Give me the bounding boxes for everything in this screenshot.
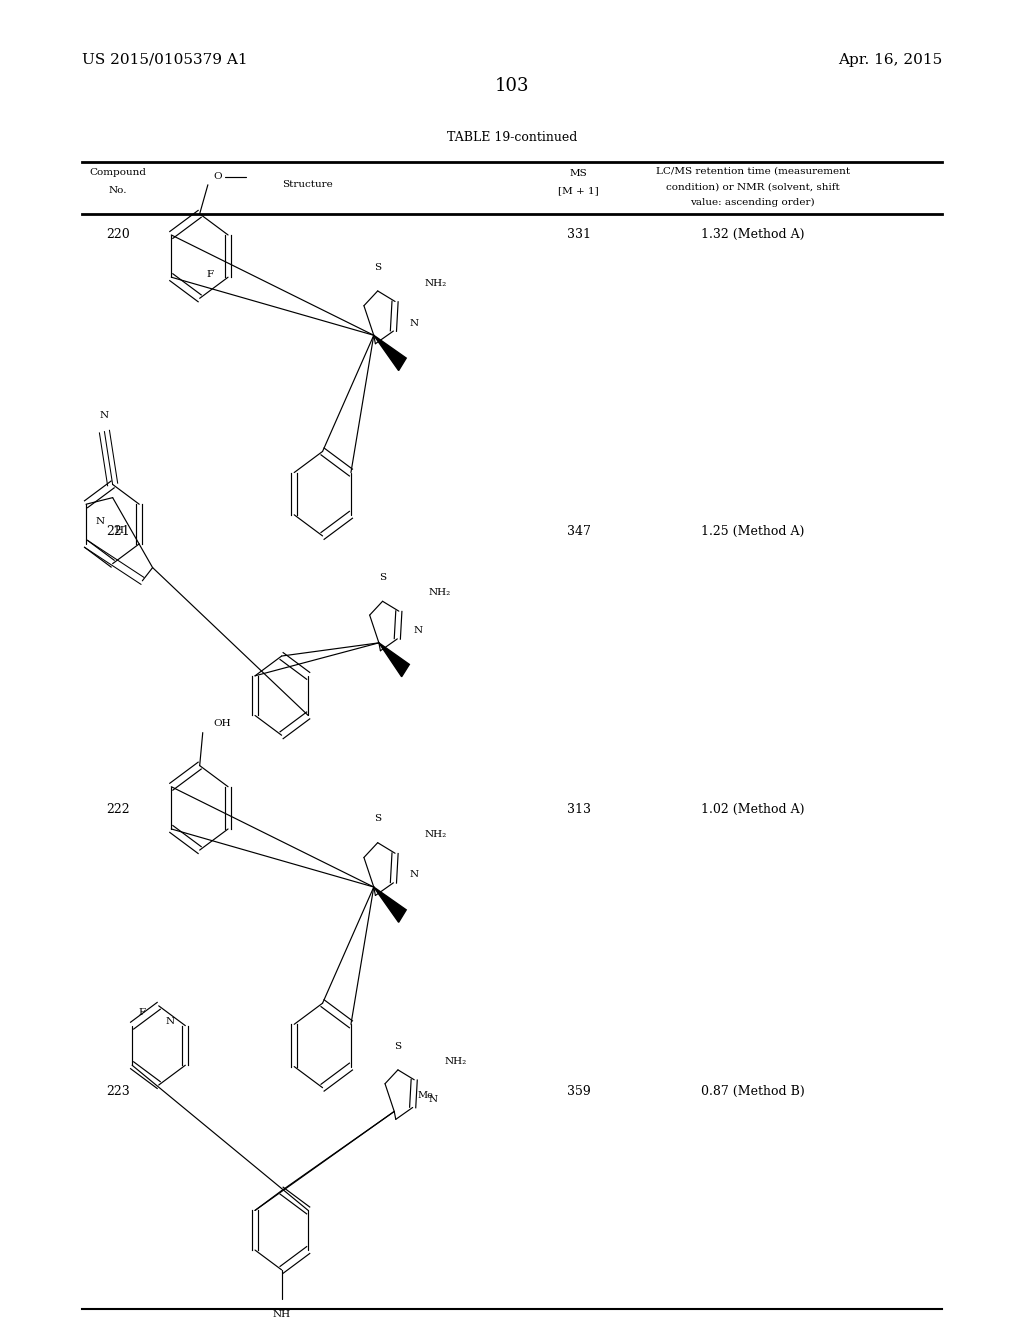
Text: 1.25 (Method A): 1.25 (Method A) bbox=[701, 525, 804, 539]
Text: value: ascending order): value: ascending order) bbox=[690, 198, 815, 207]
Text: NH₂: NH₂ bbox=[425, 830, 447, 840]
Text: Me: Me bbox=[417, 1092, 433, 1100]
Text: 222: 222 bbox=[105, 803, 130, 816]
Text: TABLE 19-continued: TABLE 19-continued bbox=[446, 131, 578, 144]
Text: N: N bbox=[166, 1018, 174, 1026]
Text: No.: No. bbox=[109, 186, 127, 195]
Text: NH₂: NH₂ bbox=[425, 279, 447, 288]
Text: MS: MS bbox=[569, 169, 588, 178]
Text: 220: 220 bbox=[105, 228, 130, 242]
Text: F: F bbox=[139, 1008, 145, 1016]
Text: 347: 347 bbox=[566, 525, 591, 539]
Text: N: N bbox=[414, 627, 422, 635]
Text: S: S bbox=[394, 1041, 401, 1051]
Polygon shape bbox=[379, 643, 410, 677]
Text: Apr. 16, 2015: Apr. 16, 2015 bbox=[838, 53, 942, 67]
Text: N: N bbox=[100, 412, 109, 420]
Text: NH₂: NH₂ bbox=[429, 589, 451, 597]
Text: 313: 313 bbox=[566, 803, 591, 816]
Text: N: N bbox=[410, 318, 419, 327]
Text: 221: 221 bbox=[105, 525, 130, 539]
Text: 1.02 (Method A): 1.02 (Method A) bbox=[700, 803, 805, 816]
Text: US 2015/0105379 A1: US 2015/0105379 A1 bbox=[82, 53, 248, 67]
Text: condition) or NMR (solvent, shift: condition) or NMR (solvent, shift bbox=[666, 182, 840, 191]
Text: LC/MS retention time (measurement: LC/MS retention time (measurement bbox=[655, 166, 850, 176]
Text: 223: 223 bbox=[105, 1085, 130, 1098]
Text: 0.87 (Method B): 0.87 (Method B) bbox=[700, 1085, 805, 1098]
Text: N: N bbox=[429, 1096, 437, 1104]
Text: F: F bbox=[206, 271, 213, 279]
Text: 103: 103 bbox=[495, 77, 529, 95]
Polygon shape bbox=[374, 887, 407, 923]
Text: 1.32 (Method A): 1.32 (Method A) bbox=[700, 228, 805, 242]
Text: S: S bbox=[379, 573, 386, 582]
Text: NH₂: NH₂ bbox=[444, 1057, 466, 1065]
Text: H: H bbox=[115, 527, 123, 535]
Text: O: O bbox=[214, 173, 222, 181]
Text: N: N bbox=[410, 870, 419, 879]
Text: S: S bbox=[374, 814, 381, 824]
Text: 359: 359 bbox=[566, 1085, 591, 1098]
Text: Compound: Compound bbox=[89, 168, 146, 177]
Text: N: N bbox=[96, 517, 104, 525]
Polygon shape bbox=[374, 335, 407, 371]
Text: S: S bbox=[374, 263, 381, 272]
Text: OH: OH bbox=[213, 719, 231, 727]
Text: 331: 331 bbox=[566, 228, 591, 242]
Text: Structure: Structure bbox=[282, 180, 333, 189]
Text: NH: NH bbox=[272, 1311, 291, 1319]
Text: [M + 1]: [M + 1] bbox=[558, 186, 599, 195]
